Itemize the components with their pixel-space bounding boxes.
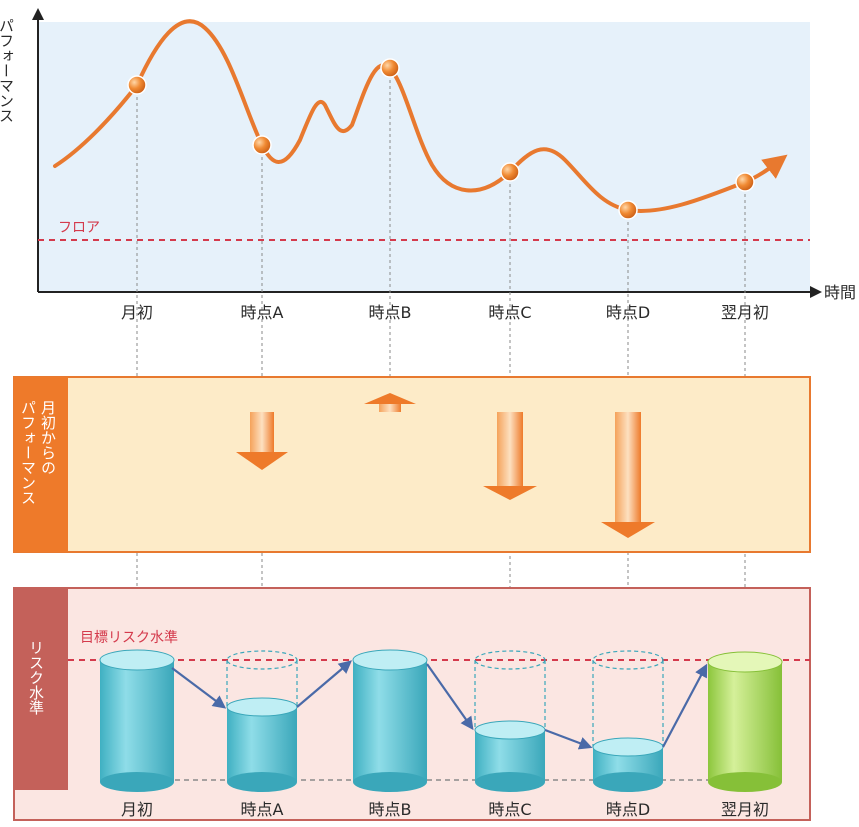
cylinder-a: [226, 650, 298, 792]
arrow-up-b: [364, 393, 416, 412]
cylinder-next: [707, 651, 783, 792]
tick-label-next: 翌月初: [721, 303, 769, 322]
arrow-down-c: [483, 412, 537, 500]
performance-panel-label-1: 月初からの: [39, 400, 57, 475]
x-axis-arrow: [810, 286, 822, 298]
tick-label-a: 時点A: [241, 303, 284, 322]
tick-label-b: 時点B: [369, 303, 412, 322]
point-start: [127, 75, 147, 95]
tick-label-start: 月初: [121, 303, 153, 322]
risk-tick-label-b: 時点B: [369, 800, 412, 819]
risk-tick-label-c: 時点C: [488, 800, 531, 819]
risk-tick-label-a: 時点A: [241, 800, 284, 819]
y-axis-arrow: [32, 8, 44, 20]
performance-panel-label-2: パフォーマンス: [19, 400, 37, 505]
target-risk-label: 目標リスク水準: [80, 630, 178, 646]
point-d: [618, 200, 638, 220]
risk-panel-label: リスク水準: [27, 640, 45, 715]
chart-background: [38, 22, 810, 292]
cylinder-start: [99, 649, 175, 792]
point-next: [735, 172, 755, 192]
performance-panel: [13, 376, 811, 553]
risk-tick-label-next: 翌月初: [721, 800, 769, 819]
arrow-down-a: [236, 412, 288, 470]
cylinder-d: [592, 650, 664, 792]
point-c: [500, 162, 520, 182]
tick-label-d: 時点D: [606, 303, 650, 322]
risk-link-arrows: [171, 660, 708, 750]
risk-tick-label-start: 月初: [121, 800, 153, 819]
risk-tick-label-d: 時点D: [606, 800, 650, 819]
x-axis-label: 時間: [824, 283, 856, 302]
arrow-down-d: [601, 412, 655, 538]
point-a: [252, 135, 272, 155]
y-axis-label: パフォーマンス: [0, 18, 15, 123]
floor-label: フロア: [58, 220, 100, 236]
point-b: [380, 58, 400, 78]
performance-panel-header: [14, 377, 68, 552]
cylinder-c: [474, 650, 546, 792]
tick-label-c: 時点C: [488, 303, 531, 322]
risk-panel-header: [14, 588, 68, 790]
cylinder-b: [352, 649, 428, 792]
